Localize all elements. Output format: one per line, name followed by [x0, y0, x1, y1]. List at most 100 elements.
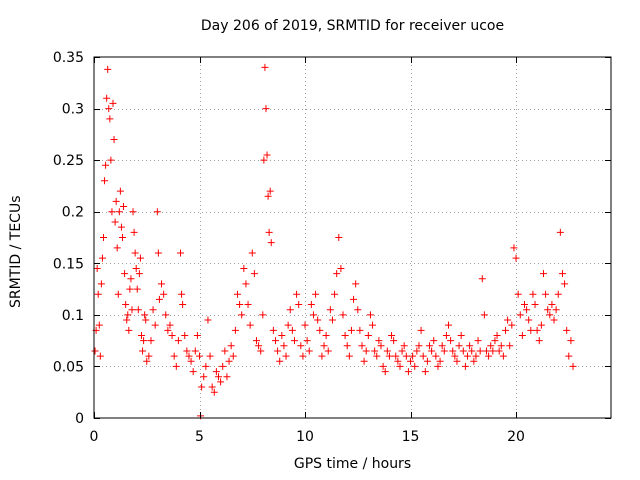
data-point	[187, 357, 195, 365]
data-point	[217, 378, 225, 386]
grid	[94, 57, 611, 418]
data-point	[307, 301, 315, 309]
data-point	[299, 352, 307, 360]
data-point	[343, 342, 351, 350]
data-point	[233, 290, 241, 298]
data-point	[181, 331, 189, 339]
data-point	[404, 368, 412, 376]
data-point	[231, 326, 239, 334]
data-point	[407, 357, 415, 365]
data-point	[537, 321, 545, 329]
data-point	[263, 151, 271, 159]
data-point	[267, 239, 275, 247]
data-point	[97, 280, 105, 288]
data-point	[260, 156, 268, 164]
data-point	[123, 316, 131, 324]
data-point	[411, 362, 419, 370]
data-point	[434, 362, 442, 370]
data-point	[155, 295, 163, 303]
x-tick-label: 0	[90, 429, 99, 445]
data-point	[352, 280, 360, 288]
data-point	[510, 244, 518, 252]
data-point	[472, 352, 480, 360]
data-point	[305, 347, 313, 355]
data-point	[402, 352, 410, 360]
data-point	[177, 249, 185, 257]
data-point	[482, 347, 490, 355]
y-tick-label: 0.05	[53, 359, 84, 375]
data-point	[495, 347, 503, 355]
data-point	[131, 249, 139, 257]
data-point	[415, 342, 423, 350]
data-point	[485, 352, 493, 360]
data-point	[129, 208, 137, 216]
data-point	[280, 342, 288, 350]
data-point	[563, 326, 571, 334]
data-point	[497, 342, 505, 350]
data-point	[295, 301, 303, 309]
data-point	[565, 352, 573, 360]
data-point	[442, 331, 450, 339]
data-point	[210, 388, 218, 396]
data-point	[567, 337, 575, 345]
data-point	[520, 301, 528, 309]
data-point	[455, 342, 463, 350]
data-point	[326, 306, 334, 314]
data-point	[464, 352, 472, 360]
data-point	[274, 347, 282, 355]
data-point	[461, 362, 469, 370]
data-point	[303, 337, 311, 345]
data-point	[345, 352, 353, 360]
data-point	[550, 316, 558, 324]
data-point	[423, 357, 431, 365]
data-point	[225, 357, 233, 365]
data-point	[118, 234, 126, 241]
data-point	[284, 321, 292, 329]
data-point	[535, 337, 543, 345]
data-point	[421, 368, 429, 376]
data-point	[508, 321, 516, 329]
data-point	[126, 285, 134, 293]
x-axis-label: GPS time / hours	[293, 456, 412, 472]
data-point	[487, 342, 495, 350]
y-tick-label: 0.3	[62, 102, 84, 118]
data-point	[269, 326, 277, 334]
data-point	[246, 321, 254, 329]
data-point	[516, 311, 524, 319]
data-point	[134, 306, 142, 314]
data-point	[252, 337, 260, 345]
data-point	[114, 290, 122, 298]
data-point	[250, 270, 258, 278]
x-tick-label: 5	[195, 429, 204, 445]
data-point	[121, 270, 129, 278]
data-point	[504, 316, 512, 324]
data-point	[168, 331, 176, 339]
data-point	[335, 234, 343, 241]
data-point	[227, 342, 235, 350]
data-point	[426, 342, 434, 350]
data-point	[271, 337, 279, 345]
y-tick-label: 0	[75, 411, 84, 427]
data-point	[172, 362, 180, 370]
data-point	[432, 352, 440, 360]
data-point	[470, 357, 478, 365]
data-point	[133, 285, 141, 293]
data-point	[206, 352, 214, 360]
data-point	[236, 301, 244, 309]
data-point	[143, 357, 151, 365]
data-point	[135, 270, 143, 278]
data-point	[219, 362, 227, 370]
data-point	[322, 331, 330, 339]
data-point	[164, 326, 172, 334]
data-point	[105, 105, 113, 113]
data-point	[223, 373, 231, 381]
data-point	[554, 290, 562, 298]
data-point	[375, 337, 383, 345]
data-point	[531, 301, 539, 309]
data-point	[394, 357, 402, 365]
data-point	[459, 347, 467, 355]
data-point	[242, 280, 250, 288]
data-point	[189, 368, 197, 376]
data-point	[390, 337, 398, 345]
data-point	[170, 352, 178, 360]
